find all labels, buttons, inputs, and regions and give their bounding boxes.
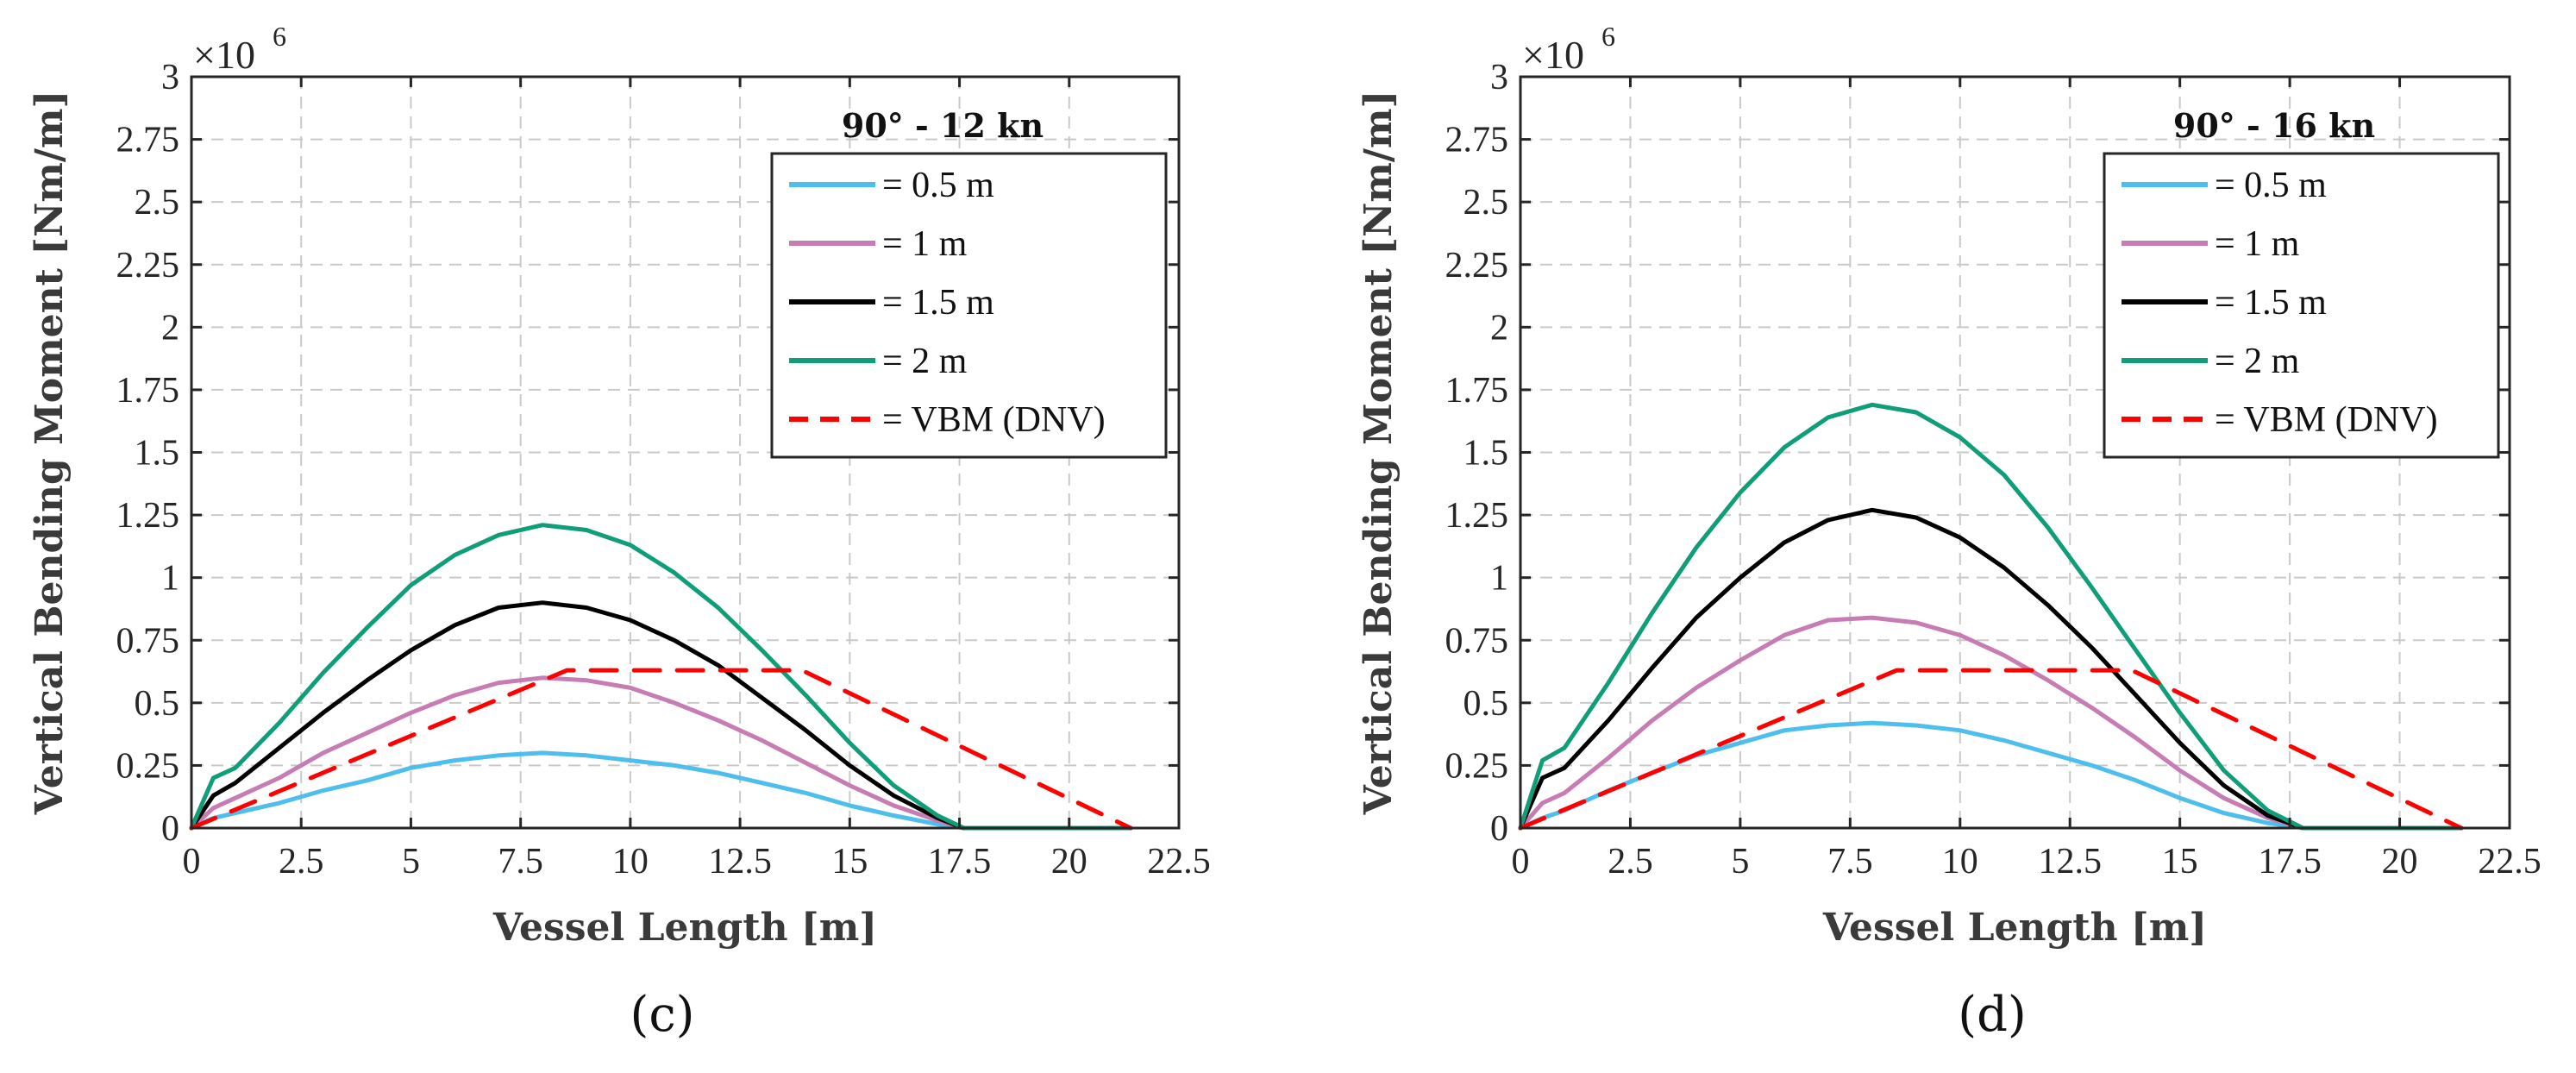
y-axis-label: Vertical Bending Moment [Nm/m]: [28, 91, 72, 816]
legend-title: 90° - 12 kn: [842, 106, 1044, 145]
y-tick-label: 2.5: [1463, 183, 1509, 223]
x-tick-label: 20: [2382, 842, 2418, 882]
series-line-0: [189, 750, 1133, 831]
y-tick-label: 0: [1490, 809, 1508, 849]
y-tick-label: 1.25: [1445, 496, 1509, 536]
x-tick-label: 22.5: [2478, 842, 2542, 882]
y-tick-label: 2: [161, 308, 179, 348]
y-tick-label: 1: [1490, 559, 1508, 599]
y-tick-label: 1.75: [116, 371, 180, 411]
x-tick-label: 17.5: [928, 842, 992, 882]
y-tick-label: 3: [161, 58, 179, 97]
series-line-4: [1518, 668, 2464, 831]
panel-label: (c): [630, 987, 694, 1043]
y-exponent-label: ×10: [1522, 33, 1584, 77]
x-tick-label: 12.5: [2038, 842, 2102, 882]
series-line-1: [1518, 615, 2464, 831]
y-tick-label: 1.5: [1463, 434, 1509, 474]
legend-label-3: = 2 m: [2215, 342, 2300, 381]
x-tick-label: 22.5: [1147, 842, 1211, 882]
y-tick-label: 0.75: [116, 621, 180, 661]
legend-label-3: = 2 m: [882, 342, 968, 381]
x-tick-label: 10: [1942, 842, 1978, 882]
y-tick-label: 0.25: [1445, 746, 1509, 786]
series-line-4: [189, 668, 1133, 831]
x-tick-label: 2.5: [279, 842, 324, 882]
y-tick-label: 0.5: [135, 684, 180, 724]
x-tick-label: 15: [831, 842, 868, 882]
legend-label-2: = 1.5 m: [2215, 283, 2327, 323]
x-axis-label: Vessel Length [m]: [492, 906, 877, 950]
x-tick-label: 17.5: [2258, 842, 2322, 882]
y-tick-label: 2.25: [1445, 246, 1509, 286]
x-tick-label: 0: [1512, 842, 1530, 882]
y-tick-label: 1.25: [116, 496, 180, 536]
y-tick-label: 0.75: [1445, 621, 1509, 661]
y-tick-label: 0: [161, 809, 179, 849]
x-tick-label: 7.5: [1827, 842, 1873, 882]
y-exponent-power: 6: [273, 21, 286, 52]
series-line-3: [189, 523, 1133, 831]
legend-box: [2103, 152, 2500, 459]
y-tick-label: 0.5: [1463, 684, 1509, 724]
x-tick-label: 2.5: [1608, 842, 1653, 882]
legend-label-4: = VBM (DNV): [2215, 400, 2438, 440]
x-tick-label: 20: [1051, 842, 1087, 882]
x-tick-label: 5: [402, 842, 420, 882]
x-tick-label: 10: [612, 842, 649, 882]
legend-label-2: = 1.5 m: [882, 283, 994, 323]
y-tick-label: 2.75: [116, 121, 180, 160]
series-line-3: [1518, 402, 2464, 831]
legend-label-0: = 0.5 m: [882, 166, 994, 205]
series-line-2: [1518, 507, 2464, 831]
y-tick-label: 1.75: [1445, 371, 1509, 411]
series-group: [1518, 402, 2464, 831]
legend-title: 90° - 16 kn: [2173, 106, 2375, 145]
y-exponent-label: ×10: [193, 33, 255, 77]
x-tick-label: 0: [183, 842, 201, 882]
x-tick-label: 12.5: [708, 842, 772, 882]
y-exponent-power: 6: [1601, 21, 1615, 52]
legend-label-0: = 0.5 m: [2215, 166, 2327, 205]
x-tick-label: 15: [2162, 842, 2198, 882]
legend-label-4: = VBM (DNV): [882, 400, 1106, 440]
series-line-2: [189, 600, 1133, 831]
legend-box: [770, 152, 1168, 459]
y-tick-label: 1: [161, 559, 179, 599]
panel-label: (d): [1958, 987, 2027, 1043]
x-tick-label: 7.5: [498, 842, 543, 882]
series-line-0: [1518, 720, 2464, 831]
y-tick-label: 3: [1490, 58, 1508, 97]
legend-label-1: = 1 m: [882, 224, 968, 264]
x-axis-label: Vessel Length [m]: [1822, 906, 2207, 950]
series-group: [189, 523, 1133, 831]
y-tick-label: 2: [1490, 308, 1508, 348]
chart-panel-c: 0 2.5 5 7.5 10 12.5 15 17.5 20 22.500.250.50.7511…: [28, 21, 1211, 1043]
y-tick-label: 2.5: [135, 183, 180, 223]
y-tick-label: 2.75: [1445, 121, 1509, 160]
series-line-1: [189, 675, 1133, 831]
chart-panel-d: 0 2.5 5 7.5 10 12.5 15 17.5 20 22.500.250.50.7511…: [1357, 21, 2542, 1043]
x-tick-label: 5: [1731, 842, 1749, 882]
y-tick-label: 2.25: [116, 246, 180, 286]
y-tick-label: 1.5: [135, 434, 180, 474]
y-tick-label: 0.25: [116, 746, 180, 786]
y-axis-label: Vertical Bending Moment [Nm/m]: [1357, 91, 1401, 816]
legend-label-1: = 1 m: [2215, 224, 2300, 264]
